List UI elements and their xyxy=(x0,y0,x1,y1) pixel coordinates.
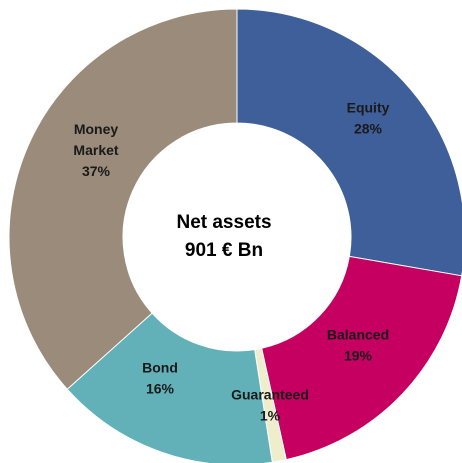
slice-balanced xyxy=(261,255,462,461)
slice-label-money-line-1: Money xyxy=(74,121,119,137)
slice-money xyxy=(8,8,238,390)
slice-label-bond-line-2: 16% xyxy=(146,381,175,397)
slice-equity xyxy=(236,8,462,277)
slice-label-money-line-3: 37% xyxy=(82,163,111,179)
slice-bond xyxy=(66,312,273,463)
donut-slices xyxy=(8,8,462,463)
slice-label-balanced-line-1: Balanced xyxy=(327,327,389,343)
slice-label-equity-line-2: 28% xyxy=(354,121,383,137)
slice-label-equity-line-1: Equity xyxy=(347,100,390,116)
slice-label-guaranteed-line-1: Guaranteed xyxy=(231,387,309,403)
slice-label-balanced-line-2: 19% xyxy=(344,348,373,364)
center-label-line-2: 901 € Bn xyxy=(185,240,263,261)
slice-label-guaranteed-line-2: 1% xyxy=(260,408,281,424)
slice-labels: Equity 28% Balanced 19% Guaranteed 1% Bond 16% M… xyxy=(73,100,389,424)
slice-label-money-line-2: Market xyxy=(73,142,118,158)
center-label-line-1: Net assets xyxy=(176,212,271,233)
slice-label-bond-line-1: Bond xyxy=(142,360,178,376)
